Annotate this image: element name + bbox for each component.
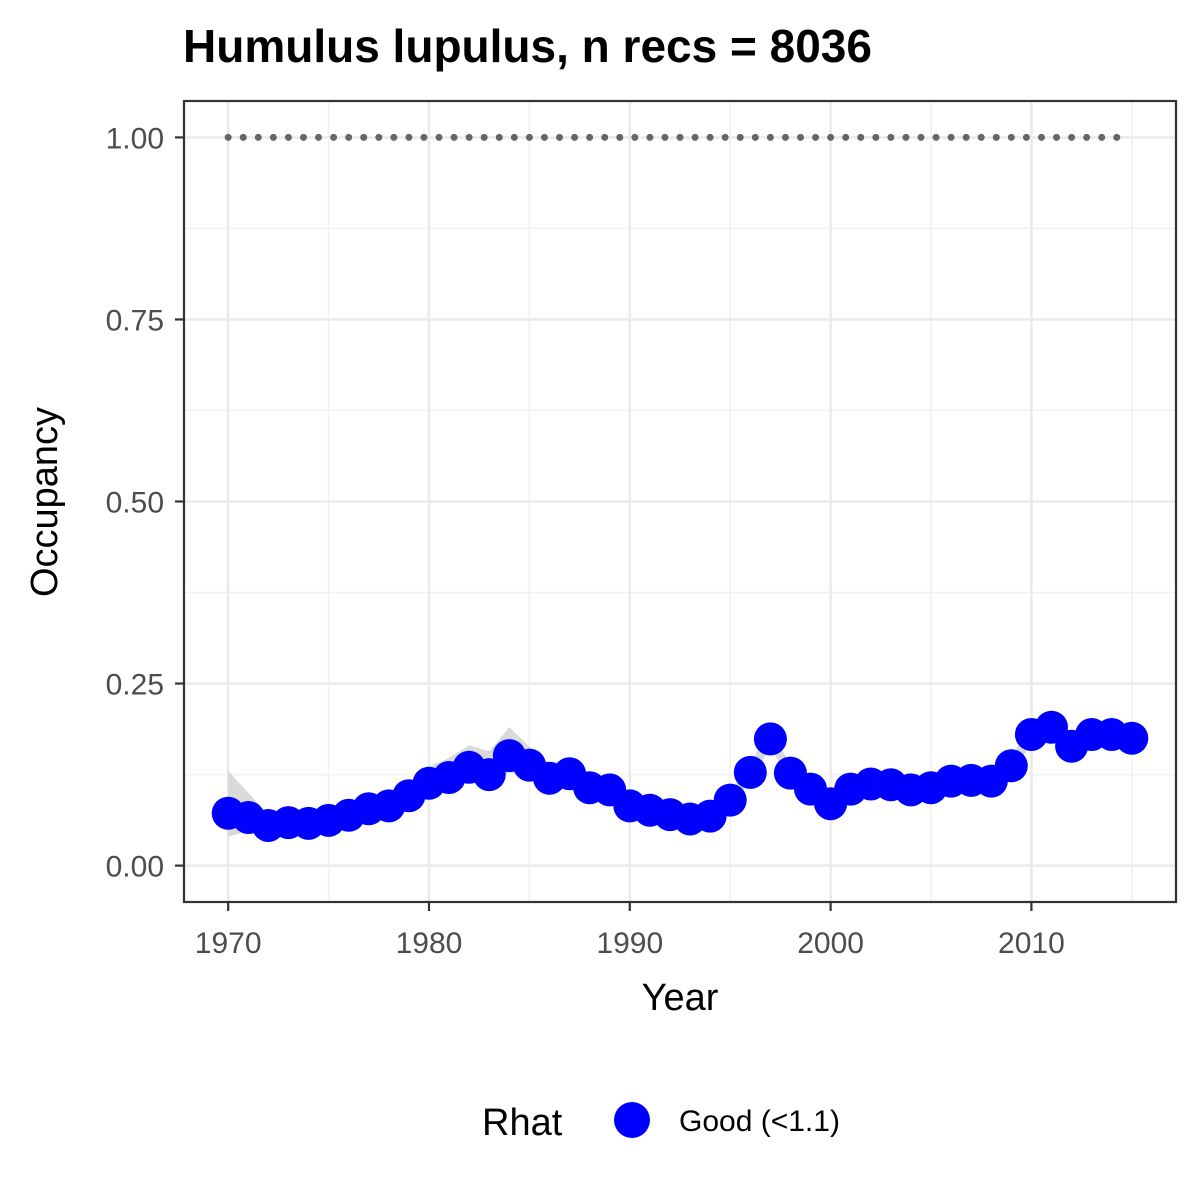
occupancy-points-layer [211, 710, 1149, 842]
occupancy-point [713, 783, 747, 817]
y-tick-label: 0.00 [106, 851, 164, 884]
occupancy-point [1115, 721, 1149, 755]
x-tick-label: 1970 [195, 927, 262, 960]
y-axis-title: Occupancy [24, 407, 66, 597]
x-axis-title: Year [642, 977, 719, 1019]
x-tick-label: 1980 [396, 927, 463, 960]
y-tick-label: 0.75 [106, 304, 164, 337]
occupancy-point [994, 749, 1028, 783]
y-tick-label: 0.50 [106, 487, 164, 520]
x-tick-label: 1990 [596, 927, 663, 960]
x-axis: 1970 1980 1990 2000 2010 [195, 902, 1065, 960]
x-tick-label: 2010 [998, 927, 1065, 960]
plot-panel [182, 99, 1178, 904]
legend-title: Rhat [482, 1102, 563, 1144]
occupancy-point [753, 722, 787, 756]
y-axis: 0.00 0.25 0.50 0.75 1.00 [106, 122, 184, 884]
y-tick-label: 0.25 [106, 669, 164, 702]
occupancy-point [733, 755, 767, 789]
legend-key-good [614, 1102, 650, 1138]
y-tick-label: 1.00 [106, 122, 164, 155]
legend-label-good: Good (<1.1) [679, 1105, 840, 1138]
x-tick-label: 2000 [797, 927, 864, 960]
legend: Rhat Good (<1.1) [482, 1102, 840, 1144]
chart-title: Humulus lupulus, n recs = 8036 [183, 20, 872, 72]
